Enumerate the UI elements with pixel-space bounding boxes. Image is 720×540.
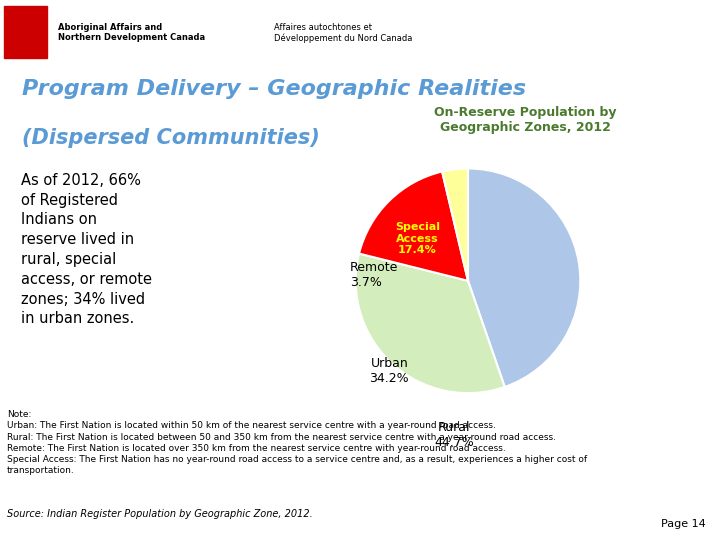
Wedge shape bbox=[356, 254, 505, 393]
Text: (Dispersed Communities): (Dispersed Communities) bbox=[22, 128, 320, 148]
Bar bbox=[4, 6, 47, 58]
Text: Urban
34.2%: Urban 34.2% bbox=[369, 356, 409, 384]
Text: Page 14: Page 14 bbox=[661, 519, 706, 529]
Text: Note:
Urban: The First Nation is located within 50 km of the nearest service cen: Note: Urban: The First Nation is located… bbox=[7, 410, 588, 475]
Text: On-Reserve Population by
Geographic Zones, 2012: On-Reserve Population by Geographic Zone… bbox=[434, 106, 617, 134]
Text: Program Delivery – Geographic Realities: Program Delivery – Geographic Realities bbox=[22, 79, 526, 99]
Text: Special
Access
17.4%: Special Access 17.4% bbox=[395, 222, 440, 255]
Wedge shape bbox=[442, 168, 468, 281]
Text: Remote
3.7%: Remote 3.7% bbox=[350, 261, 398, 289]
Text: Aboriginal Affairs and
Northern Development Canada: Aboriginal Affairs and Northern Developm… bbox=[58, 23, 204, 42]
Text: Source: Indian Register Population by Geographic Zone, 2012.: Source: Indian Register Population by Ge… bbox=[7, 509, 313, 519]
Text: As of 2012, 66%
of Registered
Indians on
reserve lived in
rural, special
access,: As of 2012, 66% of Registered Indians on… bbox=[21, 173, 152, 326]
Text: Rural
44.7%: Rural 44.7% bbox=[434, 421, 474, 449]
Wedge shape bbox=[468, 168, 580, 387]
Text: Affaires autochtones et
Développement du Nord Canada: Affaires autochtones et Développement du… bbox=[274, 23, 412, 43]
Wedge shape bbox=[359, 172, 468, 281]
